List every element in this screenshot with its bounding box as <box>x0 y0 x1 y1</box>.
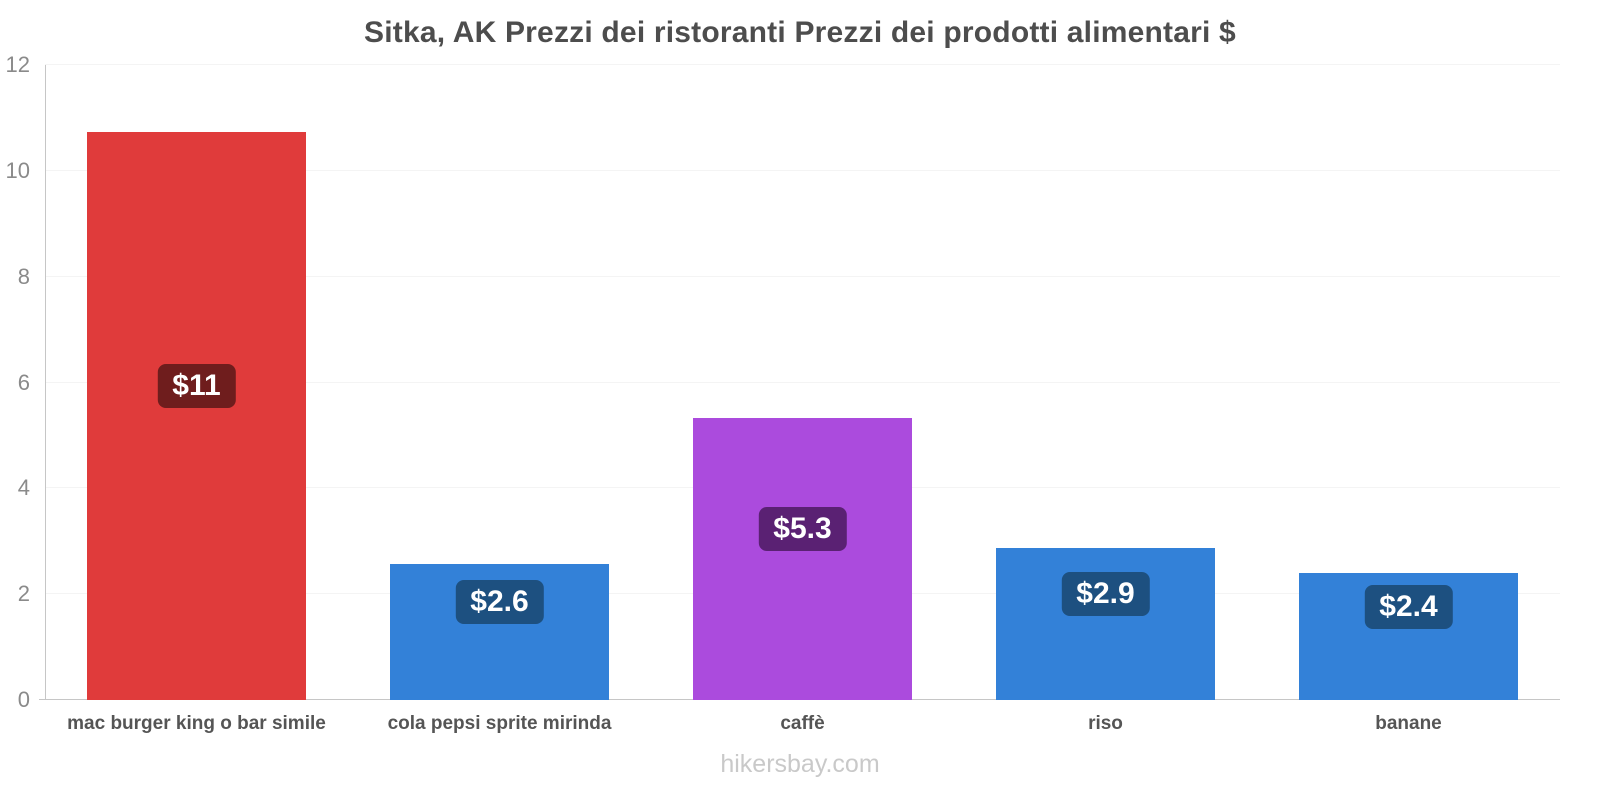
y-tick-label: 6 <box>17 369 30 395</box>
bar-slot: $5.3 <box>651 65 954 700</box>
bar-value-label: $11 <box>157 363 236 408</box>
y-tick-label: 4 <box>17 475 30 501</box>
bars: $11 $2.6 $5.3 $2.9 $2.4 <box>45 65 1560 700</box>
bar-value-label: $2.4 <box>1364 584 1453 629</box>
bar-slot: $11 <box>45 65 348 700</box>
category-label: mac burger king o bar simile <box>67 713 326 734</box>
y-axis-line <box>45 65 46 700</box>
y-tick-label: 12 <box>5 52 30 77</box>
bar-slot: $2.6 <box>348 65 651 700</box>
category-label: caffè <box>780 713 825 734</box>
category-label: banane <box>1375 713 1442 734</box>
gridline <box>45 381 1560 383</box>
y-tick-label: 10 <box>5 157 30 183</box>
bar: $2.4 <box>1299 573 1518 700</box>
category-labels: mac burger king o bar simile cola pepsi s… <box>45 713 1560 735</box>
gridline <box>45 275 1560 277</box>
bar-slot: $2.4 <box>1257 65 1560 700</box>
bar-value-label: $2.6 <box>455 580 544 624</box>
category-label: cola pepsi sprite mirinda <box>387 713 612 734</box>
y-tick-labels: 0 2 4 6 8 10 12 <box>0 54 36 711</box>
y-tick-label: 2 <box>17 581 30 607</box>
bar: $5.3 <box>693 417 912 700</box>
bar-value-label: $5.3 <box>758 506 847 551</box>
bar-slot: $2.9 <box>954 65 1257 700</box>
gridline <box>45 64 1560 65</box>
watermark: hikersbay.com <box>720 750 880 778</box>
bar: $11 <box>87 131 306 700</box>
bar: $2.9 <box>996 548 1215 700</box>
bar-value-label: $2.9 <box>1061 572 1150 617</box>
chart-title: Sitka, AK Prezzi dei ristoranti Prezzi d… <box>364 16 1236 49</box>
y-tick-label: 0 <box>17 687 30 712</box>
y-tick-label: 8 <box>17 263 30 289</box>
category-label: riso <box>1088 713 1123 734</box>
gridline <box>45 169 1560 171</box>
bar: $2.6 <box>390 564 609 700</box>
plot-area: $11 $2.6 $5.3 $2.9 $2.4 <box>39 64 1560 700</box>
